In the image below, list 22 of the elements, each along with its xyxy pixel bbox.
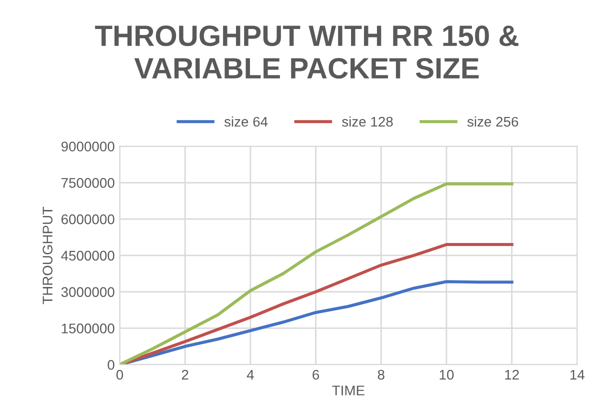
x-tick-label: 0 — [116, 370, 124, 380]
x-tick-label: 2 — [182, 370, 188, 380]
y-tick-label: 4500000 — [61, 250, 114, 261]
y-tick-label: 3000000 — [61, 287, 114, 298]
legend-label: size 256 — [467, 116, 518, 127]
y-tick-label: 7500000 — [62, 178, 114, 188]
chart-title: THROUGHPUT WITH RR 150 & VARIABLE PACKET SIZE — [95, 25, 518, 79]
x-tick-label: 6 — [312, 370, 320, 380]
legend-label: size 128 — [342, 116, 393, 127]
line-series — [120, 182, 514, 365]
y-tick-label: 0 — [108, 360, 114, 370]
y-tick-label: 1500000 — [62, 324, 114, 334]
x-tick-label: 8 — [378, 370, 384, 380]
x-tick-label: 10 — [440, 370, 454, 380]
y-axis-title: THROUGHPUT — [42, 206, 53, 304]
y-tick-label: 6000000 — [62, 214, 114, 224]
x-tick-label: 12 — [505, 370, 519, 380]
legend-label: size 64 — [224, 116, 268, 127]
y-tick-label: 9000000 — [61, 142, 114, 152]
x-axis-title: TIME — [332, 386, 364, 396]
x-tick-label: 14 — [570, 370, 584, 380]
x-tick-label: 4 — [246, 370, 254, 380]
